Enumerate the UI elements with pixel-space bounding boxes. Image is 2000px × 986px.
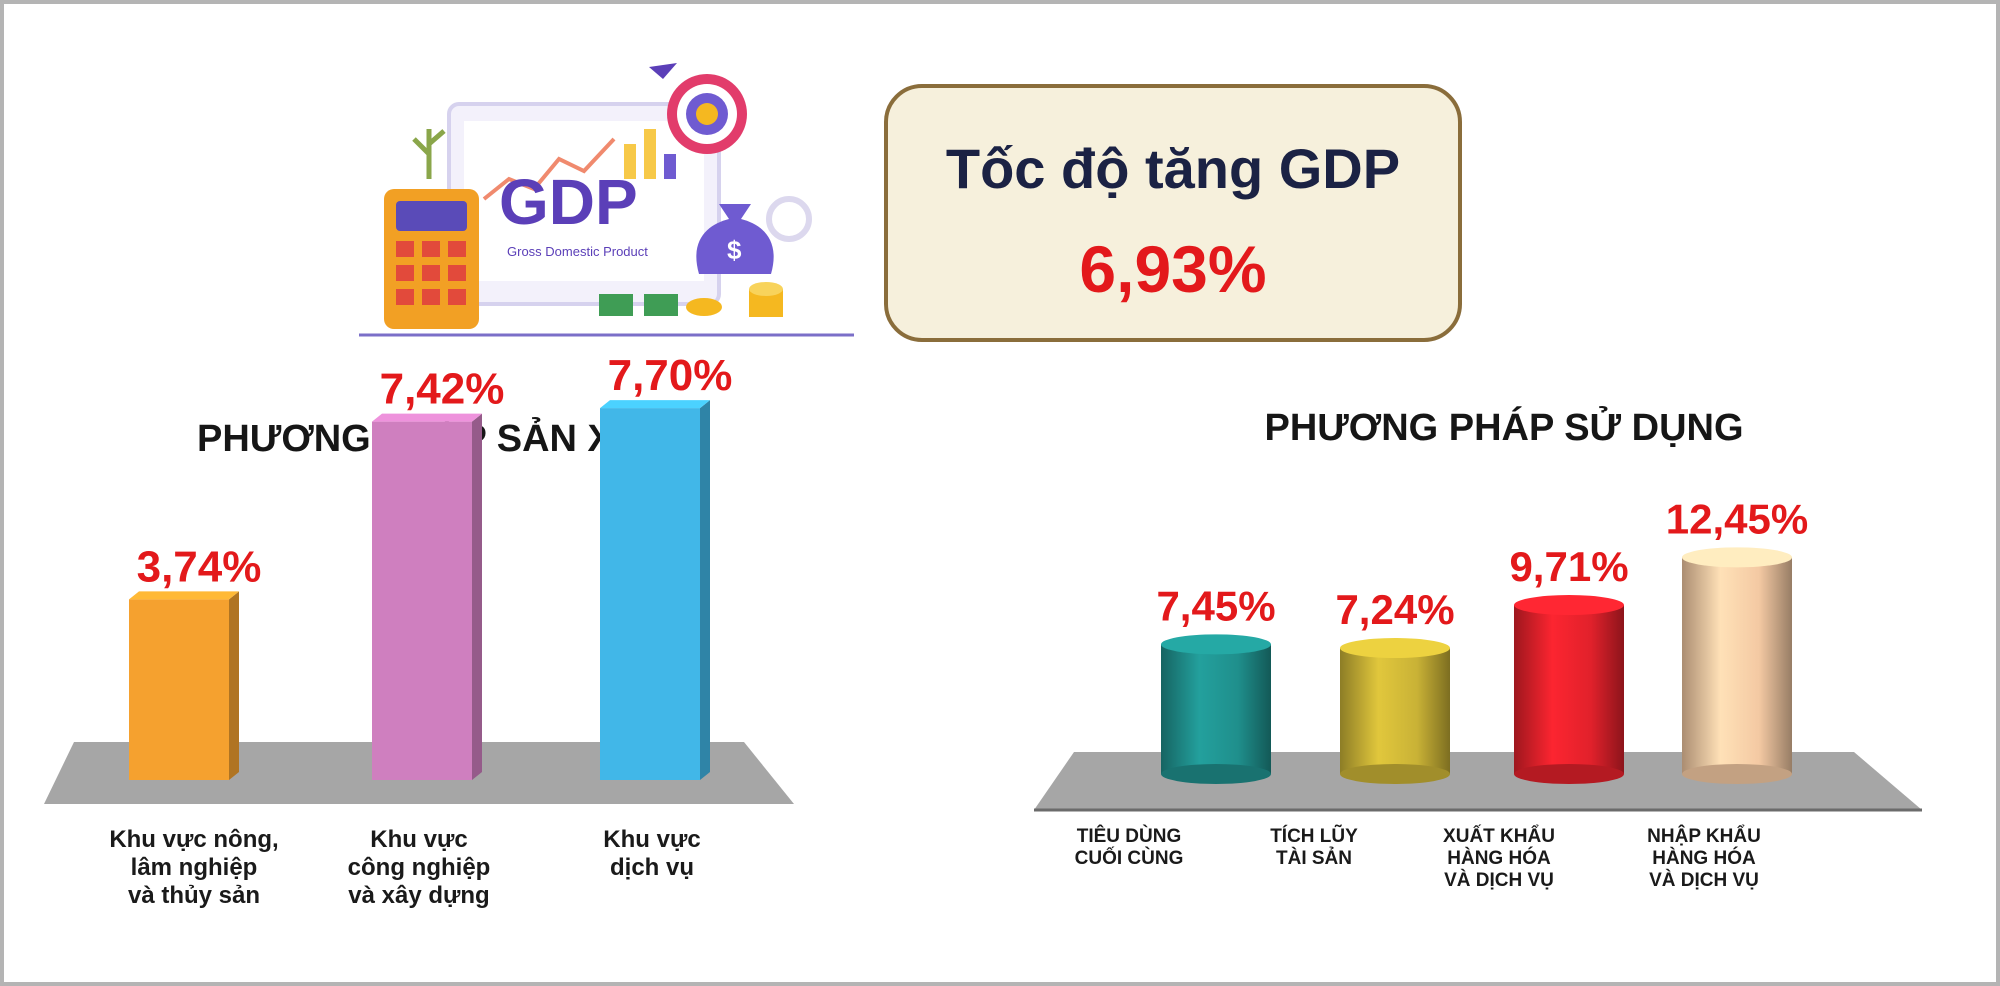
- production-bar-3: [600, 408, 700, 780]
- usage-category-line: XUẤT KHẨU: [1443, 826, 1555, 847]
- production-category-line: công nghiệp: [347, 853, 491, 881]
- usage-bar-3-base: [1514, 764, 1624, 784]
- production-bar-1: [129, 599, 229, 780]
- production-category-2: Khu vực công nghiệp và xây dựng: [304, 826, 534, 909]
- usage-bar-2-top: [1340, 638, 1450, 659]
- production-bar-1-value: 3,74%: [137, 542, 262, 591]
- bar-charts: 3,74% 7,42% 7,70% 7,45% 7,24% 9,71% 12,45%: [44, 351, 1922, 812]
- production-bar-3-side: [700, 400, 710, 780]
- usage-bar-3-top: [1514, 595, 1624, 616]
- usage-category-4: NHẬP KHẨU HÀNG HÓA VÀ DỊCH VỤ: [1604, 826, 1804, 892]
- usage-bar-1: [1161, 644, 1271, 774]
- monitor: [447, 102, 721, 306]
- gdp-growth-title: Tốc độ tăng GDP: [945, 137, 1401, 200]
- production-category-line: Khu vực: [370, 826, 468, 853]
- usage-bar-4: [1682, 557, 1792, 774]
- gdp-illustration: GDP Gross Domestic Product $: [359, 63, 854, 337]
- usage-bar-1-value: 7,45%: [1156, 582, 1275, 629]
- production-category-line: và thủy sản: [127, 881, 261, 909]
- production-category-3: Khu vực dịch vụ: [537, 826, 767, 882]
- calculator-icon: [384, 189, 479, 329]
- usage-bar-3-value: 9,71%: [1509, 543, 1628, 590]
- usage-category-line: TÀI SẢN: [1276, 848, 1352, 870]
- gdp-growth-value: 6,93%: [1079, 232, 1267, 306]
- usage-bar-4-top: [1682, 547, 1792, 568]
- usage-bar-4-base: [1682, 764, 1792, 784]
- usage-bar-2-base: [1340, 764, 1450, 784]
- production-bar-2-value: 7,42%: [380, 365, 505, 414]
- usage-category-line: HÀNG HÓA: [1447, 848, 1551, 870]
- usage-category-3: XUẤT KHẨU HÀNG HÓA VÀ DỊCH VỤ: [1399, 826, 1599, 892]
- usage-category-1: TIÊU DÙNG CUỐI CÙNG: [1029, 826, 1229, 870]
- usage-bar-4-value: 12,45%: [1666, 495, 1808, 542]
- production-category-line: Khu vực nông,: [109, 826, 279, 853]
- production-bar-2: [372, 421, 472, 780]
- usage-category-line: TIÊU DÙNG: [1076, 826, 1182, 847]
- gdp-growth-box: Tốc độ tăng GDP 6,93%: [884, 84, 1462, 342]
- infographic-stage: GDP Gross Domestic Product $ Tốc độ tăng…: [4, 4, 1996, 982]
- production-bar-2-side: [472, 413, 482, 780]
- usage-category-2: TÍCH LŨY TÀI SẢN: [1214, 826, 1414, 870]
- production-category-line: và xây dựng: [348, 881, 490, 909]
- production-category-line: lâm nghiệp: [130, 853, 258, 881]
- usage-category-line: TÍCH LŨY: [1270, 826, 1358, 847]
- gdp-logo-subtitle: Gross Domestic Product: [507, 244, 648, 259]
- usage-bar-3: [1514, 605, 1624, 774]
- production-bar-1-top: [129, 591, 239, 600]
- flag-icon: [649, 63, 677, 79]
- production-bar-1-side: [229, 591, 239, 780]
- usage-bar-2: [1340, 648, 1450, 774]
- production-category-line: Khu vực: [603, 826, 701, 853]
- usage-bar-1-base: [1161, 764, 1271, 784]
- usage-category-line: VÀ DỊCH VỤ: [1444, 870, 1554, 892]
- usage-bar-2-value: 7,24%: [1335, 586, 1454, 633]
- gear-icon: [766, 196, 812, 242]
- usage-method-title: PHƯƠNG PHÁP SỬ DỤNG: [1264, 407, 1744, 449]
- usage-category-line: HÀNG HÓA: [1652, 848, 1756, 870]
- coins-icon: [599, 282, 783, 317]
- usage-category-line: CUỐI CÙNG: [1074, 848, 1184, 870]
- production-bar-3-value: 7,70%: [608, 351, 733, 400]
- usage-category-line: NHẬP KHẨU: [1647, 826, 1761, 847]
- money-bag-icon: $: [696, 204, 774, 274]
- plant-icon: [412, 129, 446, 179]
- usage-bar-1-top: [1161, 634, 1271, 655]
- production-category-line: dịch vụ: [609, 853, 694, 881]
- production-category-1: Khu vực nông, lâm nghiệp và thủy sản: [79, 826, 309, 909]
- production-bar-2-top: [372, 413, 482, 422]
- target-icon: [667, 74, 747, 154]
- svg-text:$: $: [727, 235, 742, 265]
- usage-category-line: VÀ DỊCH VỤ: [1649, 870, 1759, 892]
- production-bar-3-top: [600, 400, 710, 409]
- gdp-logo-text: GDP: [499, 166, 638, 238]
